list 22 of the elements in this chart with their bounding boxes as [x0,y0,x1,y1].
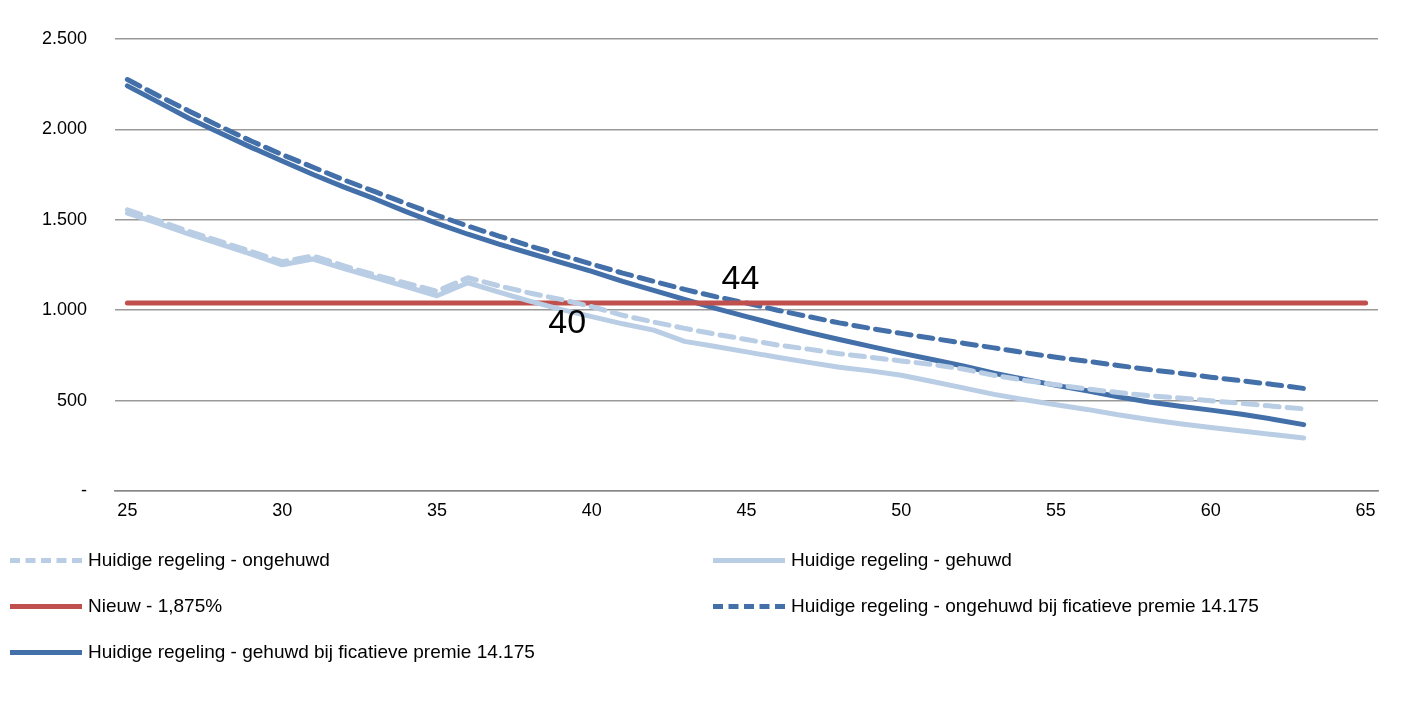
x-tick-label: 50 [891,499,912,520]
y-tick-label: 1.500 [41,208,87,229]
annotation: 44 [721,258,760,297]
x-tick-label: 45 [736,499,757,520]
x-tick-label: 25 [117,499,138,520]
legend-label: Nieuw - 1,875% [88,595,223,617]
y-tick-label: 1.000 [41,299,87,320]
legend-label: Huidige regeling - gehuwd bij ficatieve premie 14.175 [88,641,535,663]
legend-label: Huidige regeling - ongehuwd [88,549,330,571]
y-tick-label: 500 [56,389,87,410]
annotation: 40 [548,302,587,341]
x-tick-label: 35 [426,499,447,520]
y-tick-label: 2.500 [41,27,87,48]
x-tick-label: 40 [581,499,602,520]
x-tick-label: 60 [1200,499,1221,520]
legend-label: Huidige regeling - ongehuwd bij ficatieve premie 14.175 [791,595,1259,617]
x-tick-label: 65 [1355,499,1376,520]
y-tick-label: 2.000 [41,118,87,139]
y-tick-label: - [81,480,87,501]
legend-label: Huidige regeling - gehuwd [791,549,1012,571]
x-tick-label: 55 [1046,499,1067,520]
x-tick-label: 30 [272,499,293,520]
